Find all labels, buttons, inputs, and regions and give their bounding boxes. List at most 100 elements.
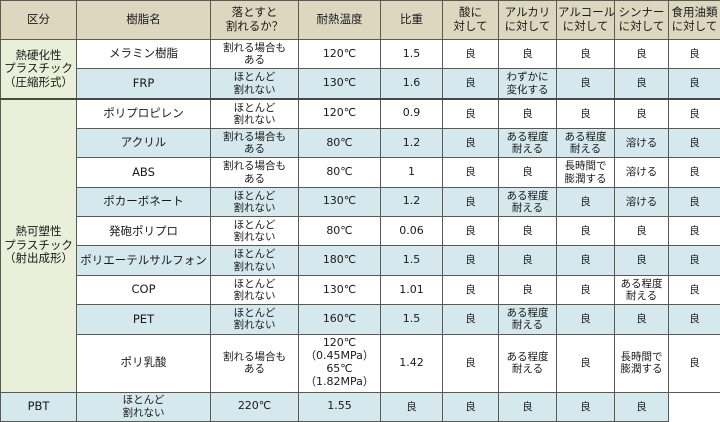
text-line: シンナー: [618, 5, 665, 20]
resin-name-cell: ポリエーテルサルフォン: [76, 245, 211, 276]
heat-temp-cell: 120℃: [298, 97, 381, 130]
text-line: ある程度: [506, 189, 549, 202]
acid-resistance-cell: 良: [442, 245, 499, 276]
text-line: 良: [522, 166, 533, 179]
text-line: 割れない: [122, 406, 165, 419]
specific-gravity-cell: 1.2: [380, 186, 443, 218]
text-line: 耐熱温度: [316, 12, 363, 27]
text-line: プラスチック: [4, 237, 73, 252]
text-line: 80℃: [326, 165, 353, 179]
text-line: 割れない: [233, 319, 276, 332]
heat-temp-cell: 80℃: [298, 216, 381, 247]
text-line: ほとんど: [233, 71, 276, 84]
text-line: 良: [465, 400, 476, 413]
thinner-resistance-cell: 溶ける: [614, 128, 669, 159]
resin-name-cell: PET: [76, 304, 211, 335]
text-line: に対して: [671, 19, 718, 33]
text-line: 1.2: [402, 194, 421, 208]
text-line: ほとんど: [233, 101, 276, 114]
text-line: 良: [689, 166, 700, 179]
edible-oil-resistance-cell: 良: [668, 128, 720, 159]
text-line: アルカリ: [504, 5, 551, 20]
text-line: 耐える: [511, 363, 544, 376]
edible-oil-resistance-cell: 良: [668, 274, 720, 306]
text-line: 膨潤する: [564, 172, 607, 185]
heat-temp-cell: 130℃: [298, 274, 381, 306]
text-line: COP: [131, 282, 156, 297]
text-line: ほとんど: [233, 277, 276, 290]
text-line: 良: [689, 77, 700, 90]
alkali-resistance-cell: 良: [442, 391, 499, 422]
thinner-resistance-cell: 溶ける: [614, 157, 669, 188]
text-line: 良: [689, 254, 700, 267]
column-header-thinner: シンナー に対して: [614, 0, 669, 40]
text-line: 割れない: [233, 201, 276, 214]
text-line: に対して: [562, 19, 609, 33]
table-row: 発砲ポリプロ ほとんど 割れない 80℃ 0.06 良 良 良 良 良: [1, 216, 720, 247]
text-line: 良: [522, 47, 533, 60]
text-line: 割れない: [233, 231, 276, 244]
text-line: 膨潤する: [620, 363, 663, 376]
alkali-resistance-cell: 良: [498, 38, 557, 70]
text-line: ある: [244, 143, 265, 156]
break-on-drop-cell: 割れる場合も ある: [210, 38, 299, 70]
edible-oil-resistance-cell: 良: [668, 304, 720, 335]
text-line: 耐える: [511, 201, 544, 214]
text-line: 良: [636, 225, 647, 238]
break-on-drop-cell: 割れる場合も ある: [210, 157, 299, 188]
specific-gravity-cell: 1.01: [380, 274, 443, 306]
text-line: 120℃: [322, 336, 357, 350]
acid-resistance-cell: 良: [442, 38, 499, 70]
heat-temp-cell: 80℃: [298, 157, 381, 188]
text-line: 良: [580, 283, 591, 296]
acid-resistance-cell: 良: [442, 128, 499, 159]
text-line: 熱硬化性: [15, 47, 62, 62]
acid-resistance-cell: 良: [442, 186, 499, 218]
text-line: 良: [465, 77, 476, 90]
alcohol-resistance-cell: 良: [498, 391, 557, 422]
edible-oil-resistance-cell: 良: [668, 245, 720, 276]
text-line: 良: [689, 47, 700, 60]
acid-resistance-cell: 良: [442, 68, 499, 100]
text-line: （1.82MPa）: [305, 374, 374, 388]
text-line: PBT: [27, 398, 50, 413]
edible-oil-resistance-cell: 良: [668, 333, 720, 393]
specific-gravity-cell: 1: [380, 157, 443, 188]
alkali-resistance-cell: 良: [498, 157, 557, 188]
text-line: 1.5: [402, 311, 421, 325]
text-line: 130℃: [322, 194, 357, 208]
acid-resistance-cell: 良: [442, 304, 499, 335]
heat-temp-cell: 160℃: [298, 304, 381, 335]
break-on-drop-cell: ほとんど 割れない: [210, 245, 299, 276]
specific-gravity-cell: 1.6: [380, 68, 443, 100]
text-line: 1.42: [399, 355, 424, 369]
table-row: ABS 割れる場合も ある 80℃ 1 良良長時間で 膨潤する 溶ける良: [1, 157, 720, 188]
text-line: に対して: [618, 19, 665, 33]
break-on-drop-cell: ほとんど 割れない: [210, 304, 299, 335]
thinner-resistance-cell: 良: [614, 216, 669, 247]
text-line: 良: [580, 254, 591, 267]
table-row: ポリ乳酸 割れる場合も ある 120℃ （0.45MPa） 65℃ （1.82MPa） 1.4…: [1, 333, 720, 393]
break-on-drop-cell: 割れる場合も ある: [210, 333, 299, 393]
text-line: 耐える: [511, 319, 544, 332]
text-line: 耐える: [511, 143, 544, 156]
text-line: （0.45MPa）: [305, 349, 374, 363]
text-line: ポリ乳酸: [120, 355, 167, 370]
text-line: 良: [689, 283, 700, 296]
text-line: ポカーボネート: [103, 194, 184, 209]
text-line: 65℃: [326, 362, 353, 376]
text-line: ABS: [132, 164, 155, 179]
table-row: アクリル 割れる場合も ある 80℃ 1.2 良ある程度 耐える ある程度 耐える 溶ける良: [1, 128, 720, 159]
edible-oil-resistance-cell: 良: [668, 186, 720, 218]
thinner-resistance-cell: ある程度 耐える: [614, 274, 669, 306]
text-line: 割れる場合も: [223, 130, 286, 143]
specific-gravity-cell: 1.5: [380, 304, 443, 335]
text-line: 良: [636, 107, 647, 120]
text-line: 良: [580, 47, 591, 60]
text-line: 割れない: [233, 260, 276, 273]
text-line: ある: [244, 172, 265, 185]
alcohol-resistance-cell: 良: [556, 216, 615, 247]
resin-name-cell: PBT: [0, 391, 77, 422]
resin-name-cell: FRP: [76, 68, 211, 100]
break-on-drop-cell: ほとんど 割れない: [76, 391, 211, 422]
